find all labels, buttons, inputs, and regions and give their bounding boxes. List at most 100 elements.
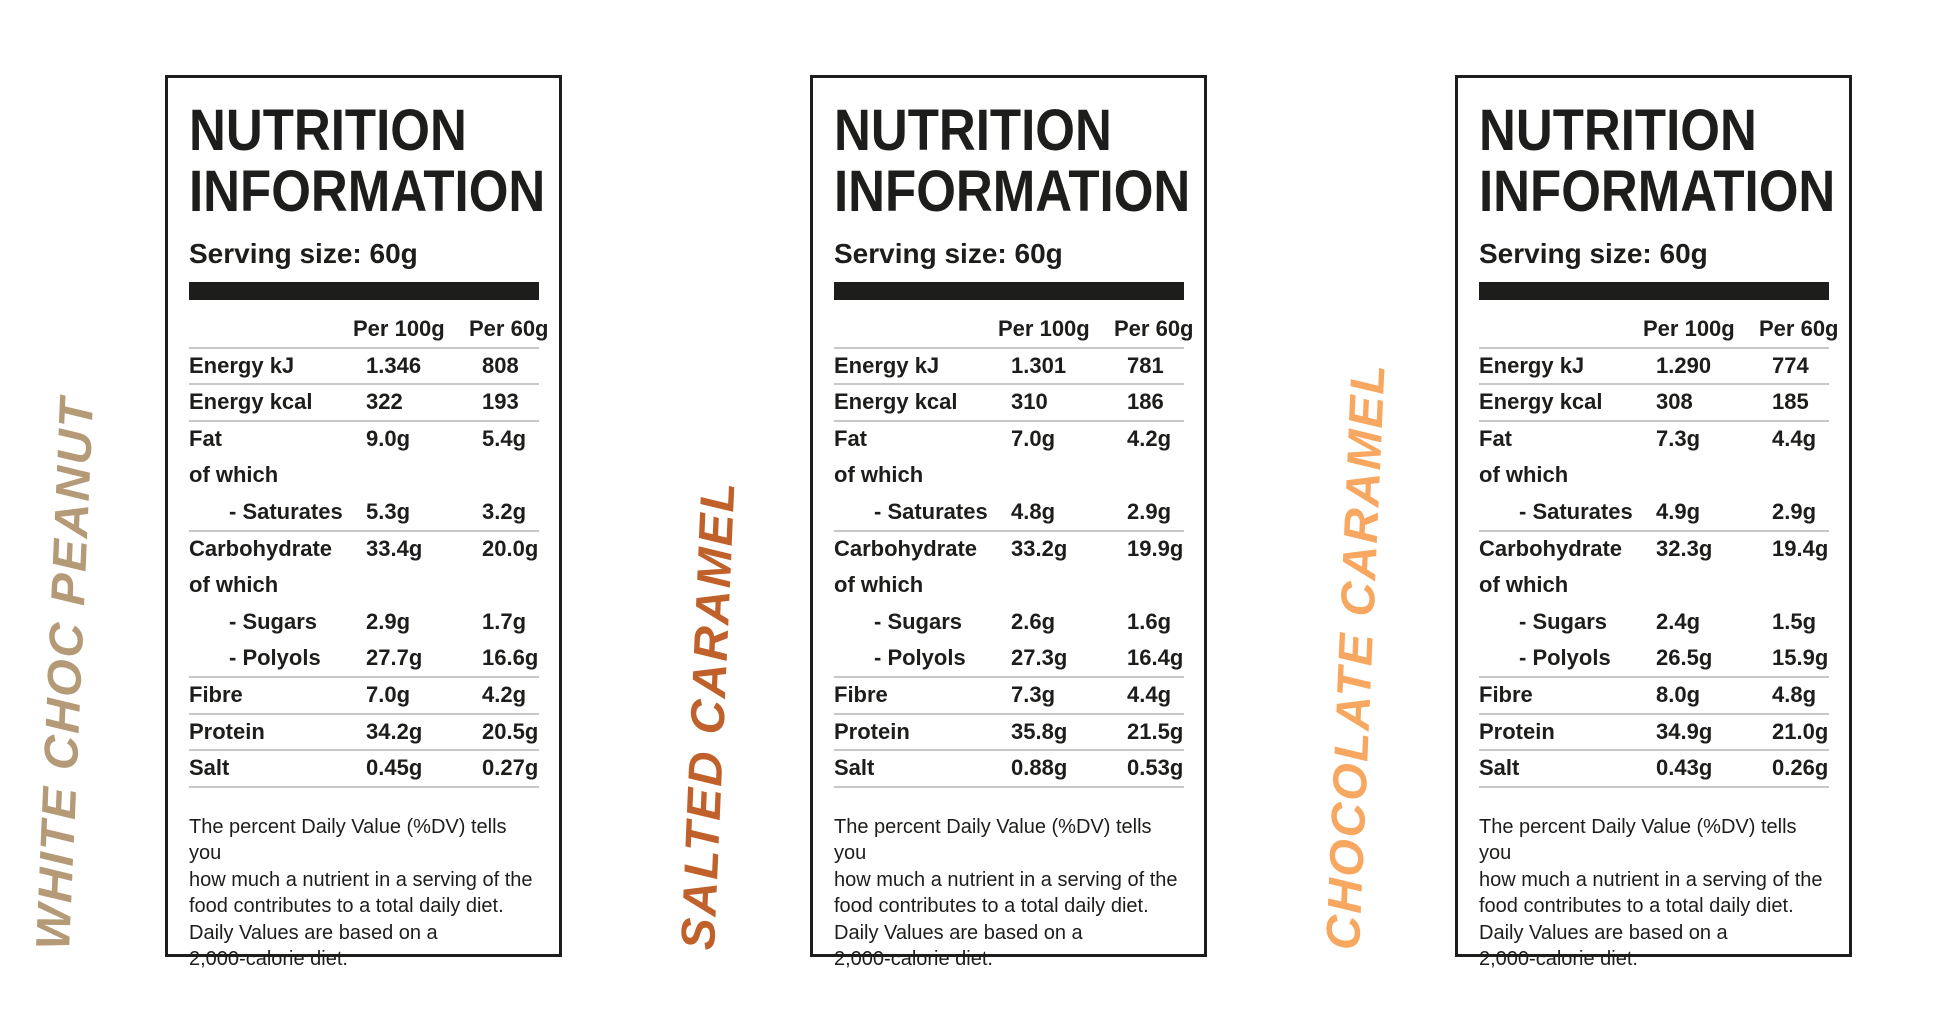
- per-60g-value: 2.9g: [1127, 498, 1172, 524]
- nutrition-table: Per 100g Per 60g Energy kJ 1.346 808 Ene…: [189, 312, 549, 788]
- per-100g-value: 1.301: [1011, 352, 1067, 378]
- per-60g-value: 774: [1772, 352, 1809, 378]
- col-per-100g: Per 100g: [1643, 316, 1735, 341]
- table-row: - Saturates 5.3g 3.2g: [189, 495, 539, 532]
- panel-title: NUTRITION INFORMATION: [834, 98, 1191, 224]
- table-row: of which: [1479, 568, 1829, 605]
- per-100g-value: 0.88g: [1011, 755, 1068, 781]
- nutrient-label: Carbohydrate: [834, 535, 978, 561]
- table-row: - Saturates 4.8g 2.9g: [834, 495, 1184, 532]
- per-60g-value: 193: [482, 389, 519, 415]
- per-60g-value: 0.27g: [482, 755, 539, 781]
- flavor-vertical-label: CHOCOLATE CARAMEL: [1317, 75, 1455, 957]
- nutrient-label: - Saturates: [1519, 498, 1633, 524]
- per-100g-value: 2.6g: [1011, 608, 1056, 634]
- per-60g-value: 1.7g: [482, 608, 527, 634]
- table-row: Energy kcal 310 186: [834, 385, 1184, 422]
- per-60g-value: 0.26g: [1772, 755, 1829, 781]
- per-60g-value: 4.4g: [1127, 681, 1172, 707]
- per-100g-value: 7.0g: [366, 681, 411, 707]
- nutrient-label: of which: [834, 462, 924, 488]
- nutrient-label: Fibre: [1479, 681, 1533, 707]
- table-header-row: Per 100g Per 60g: [1479, 312, 1839, 349]
- table-row: Fat 9.0g 5.4g: [189, 422, 539, 459]
- nutrient-label: of which: [189, 462, 279, 488]
- footnote-line: The percent Daily Value (%DV) tells you: [1479, 815, 1797, 865]
- per-60g-value: 21.5g: [1127, 718, 1184, 744]
- per-100g-value: 322: [366, 389, 403, 415]
- col-per-100g: Per 100g: [353, 316, 445, 341]
- per-60g-value: 1.5g: [1772, 608, 1817, 634]
- nutrient-label: Carbohydrate: [189, 535, 333, 561]
- dv-footnote: The percent Daily Value (%DV) tells you h…: [189, 814, 539, 973]
- per-100g-value: 7.0g: [1011, 425, 1056, 451]
- table-row: Energy kJ 1.346 808: [189, 349, 539, 386]
- per-100g-value: 8.0g: [1656, 681, 1701, 707]
- nutrient-label: - Sugars: [229, 608, 318, 634]
- table-row: Protein 34.9g 21.0g: [1479, 715, 1829, 752]
- nutrient-label: Energy kcal: [1479, 389, 1603, 415]
- table-row: Energy kJ 1.301 781: [834, 349, 1184, 386]
- serving-size-label: Serving size: 60g: [189, 238, 418, 269]
- nutrient-label: Energy kJ: [189, 352, 295, 378]
- per-100g-value: 308: [1656, 389, 1693, 415]
- nutrient-label: - Sugars: [874, 608, 963, 634]
- footnote-line: 2,000-calorie diet.: [1479, 948, 1638, 971]
- per-60g-value: 20.5g: [482, 718, 539, 744]
- per-100g-value: 7.3g: [1656, 425, 1701, 451]
- footnote-line: food contributes to a total daily diet.: [834, 895, 1149, 918]
- per-60g-value: 19.4g: [1772, 535, 1829, 561]
- per-100g-value: 4.9g: [1656, 498, 1701, 524]
- per-60g-value: 20.0g: [482, 535, 539, 561]
- footnote-line: how much a nutrient in a serving of the: [834, 868, 1178, 891]
- per-100g-value: 4.8g: [1011, 498, 1056, 524]
- per-100g-value: 35.8g: [1011, 718, 1068, 744]
- nutrient-label: - Saturates: [874, 498, 988, 524]
- nutrition-panel-group: WHITE CHOC PEANUT NUTRITION INFORMATION …: [27, 75, 562, 970]
- divider-bar: [834, 282, 1184, 300]
- nutrient-label: Protein: [834, 718, 910, 744]
- flavor-vertical-label: SALTED CARAMEL: [672, 75, 810, 957]
- footnote-line: food contributes to a total daily diet.: [189, 895, 504, 918]
- table-row: of which: [834, 458, 1184, 495]
- table-row: Fat 7.3g 4.4g: [1479, 422, 1829, 459]
- nutrient-label: - Saturates: [229, 498, 343, 524]
- nutrient-label: - Polyols: [229, 645, 321, 671]
- nutrient-label: of which: [1479, 462, 1569, 488]
- nutrient-label: Energy kJ: [834, 352, 940, 378]
- footnote-line: Daily Values are based on a: [1479, 921, 1728, 944]
- table-row: Protein 34.2g 20.5g: [189, 715, 539, 752]
- table-row: of which: [834, 568, 1184, 605]
- nutrient-label: Protein: [1479, 718, 1555, 744]
- per-100g-value: 27.7g: [366, 645, 423, 671]
- table-row: - Sugars 2.6g 1.6g: [834, 605, 1184, 642]
- nutrition-table: Per 100g Per 60g Energy kJ 1.290 774 Ene…: [1479, 312, 1839, 788]
- per-60g-value: 186: [1127, 389, 1164, 415]
- nutrient-label: Energy kJ: [1479, 352, 1585, 378]
- divider-bar: [1479, 282, 1829, 300]
- nutrition-info-box: NUTRITION INFORMATION Serving size: 60g …: [1455, 75, 1852, 970]
- per-60g-value: 0.53g: [1127, 755, 1184, 781]
- per-100g-value: 34.9g: [1656, 718, 1713, 744]
- nutrition-info-box: NUTRITION INFORMATION Serving size: 60g …: [810, 75, 1207, 970]
- footnote-line: how much a nutrient in a serving of the: [189, 868, 533, 891]
- flavor-vertical-label: WHITE CHOC PEANUT: [27, 75, 165, 957]
- table-row: Energy kJ 1.290 774: [1479, 349, 1829, 386]
- per-100g-value: 34.2g: [366, 718, 423, 744]
- dv-footnote: The percent Daily Value (%DV) tells you h…: [834, 814, 1184, 973]
- serving-size-label: Serving size: 60g: [1479, 238, 1708, 269]
- footnote-line: food contributes to a total daily diet.: [1479, 895, 1794, 918]
- table-row: Fibre 8.0g 4.8g: [1479, 678, 1829, 715]
- footnote-line: Daily Values are based on a: [834, 921, 1083, 944]
- per-100g-value: 2.9g: [366, 608, 411, 634]
- nutrient-label: Salt: [834, 755, 875, 781]
- per-60g-value: 4.4g: [1772, 425, 1817, 451]
- per-100g-value: 27.3g: [1011, 645, 1068, 671]
- footnote-line: 2,000-calorie diet.: [189, 948, 348, 971]
- nutrition-table: Per 100g Per 60g Energy kJ 1.301 781 Ene…: [834, 312, 1194, 788]
- footnote-line: how much a nutrient in a serving of the: [1479, 868, 1823, 891]
- per-60g-value: 185: [1772, 389, 1809, 415]
- nutrient-label: Salt: [1479, 755, 1520, 781]
- col-per-60g: Per 60g: [1759, 316, 1839, 341]
